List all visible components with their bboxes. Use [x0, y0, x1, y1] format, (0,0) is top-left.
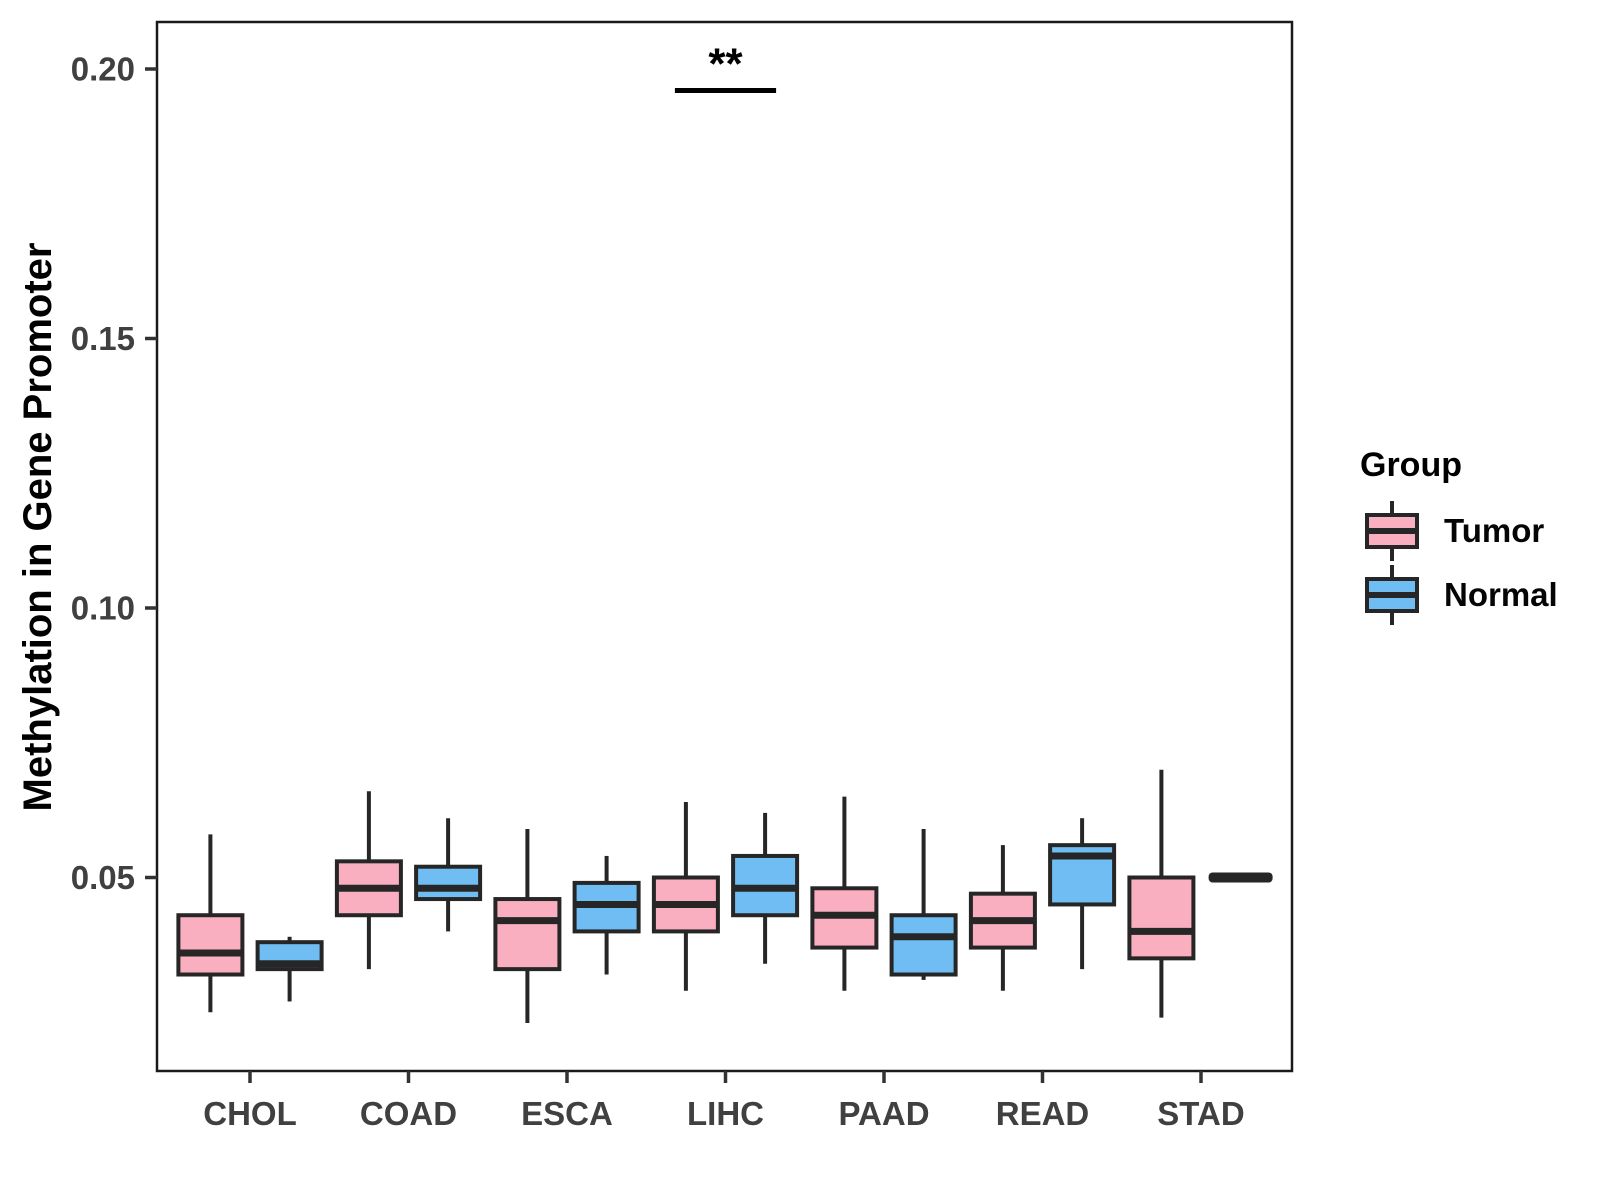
box-COAD-tumor	[334, 791, 403, 970]
box-LIHC-normal	[731, 812, 800, 964]
x-tick-label: STAD	[1157, 1095, 1244, 1132]
x-tick-label: CHOL	[203, 1095, 297, 1132]
box-ESCA-tumor	[493, 828, 562, 1024]
y-axis-title: Methylation in Gene Promoter	[16, 242, 60, 812]
legend-label-normal: Normal	[1444, 576, 1558, 613]
legend-title: Group	[1360, 446, 1462, 484]
y-tick-label: 0.05	[71, 859, 135, 896]
legend-entry-tumor: Tumor	[1364, 499, 1558, 563]
iqr-box	[414, 864, 483, 902]
plot-panel	[155, 20, 1294, 1073]
box-STAD-tumor	[1127, 769, 1196, 1018]
box-CHOL-tumor	[176, 834, 245, 1013]
iqr-box	[176, 913, 245, 977]
x-tick-label: ESCA	[521, 1095, 613, 1132]
x-tick-label: LIHC	[687, 1095, 764, 1132]
box-READ-normal	[1048, 818, 1117, 970]
box-COAD-normal	[414, 818, 483, 932]
legend-entry-normal: Normal	[1364, 563, 1558, 627]
significance-stars: **	[708, 40, 743, 89]
x-tick-label: PAAD	[838, 1095, 929, 1132]
box-PAAD-tumor	[810, 796, 879, 991]
iqr-box	[493, 897, 562, 972]
y-tick-label: 0.15	[71, 320, 135, 357]
significance-annotation: **	[674, 40, 777, 94]
x-tick-label: READ	[996, 1095, 1090, 1132]
legend-label-tumor: Tumor	[1444, 512, 1545, 549]
normal-boxplot-key-icon	[1365, 565, 1419, 625]
box-READ-tumor	[968, 845, 1037, 991]
y-tick-label: 0.20	[71, 51, 135, 88]
box-STAD-normal	[1208, 872, 1273, 883]
median-line	[1208, 872, 1273, 883]
box-ESCA-normal	[572, 855, 641, 975]
box-PAAD-normal	[889, 828, 958, 980]
y-tick-label: 0.10	[71, 590, 135, 627]
iqr-box	[1127, 875, 1196, 961]
x-tick-label: COAD	[360, 1095, 457, 1132]
box-LIHC-tumor	[651, 802, 720, 991]
iqr-box	[889, 913, 958, 977]
tumor-boxplot-key-icon	[1365, 501, 1419, 561]
legend: Group Tumor Normal	[1358, 446, 1558, 627]
box-CHOL-normal	[255, 936, 324, 1002]
